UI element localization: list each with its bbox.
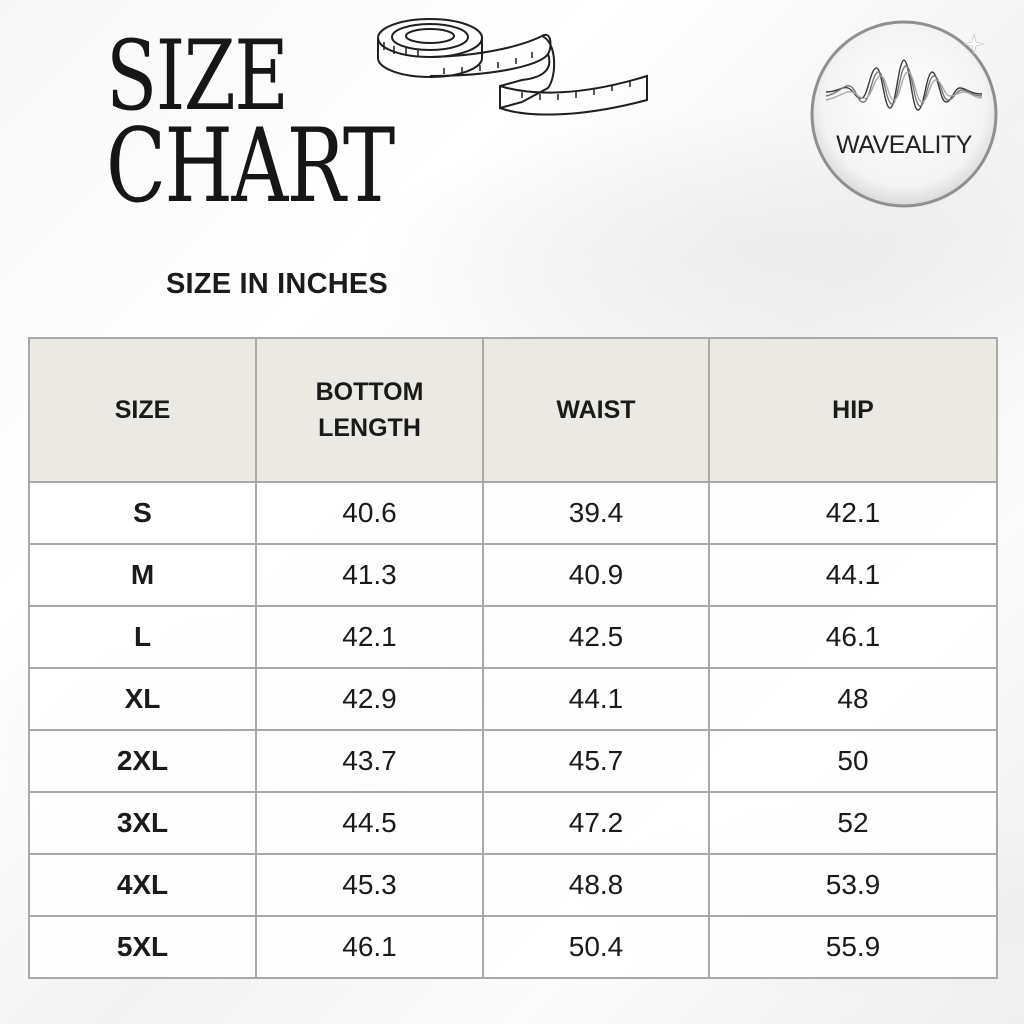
header-waist: WAIST	[482, 337, 710, 483]
page-title-line-1: SIZE	[106, 20, 289, 132]
table-row: 4XL 45.3 48.8 53.9	[28, 853, 998, 917]
page-title-line-2: CHART	[106, 107, 395, 226]
table-header-row: SIZE BOTTOM LENGTH WAIST HIP	[28, 337, 998, 483]
size-cell: 2XL	[28, 729, 257, 793]
table-row: 2XL 43.7 45.7 50	[28, 729, 998, 793]
table-row: L 42.1 42.5 46.1	[28, 605, 998, 669]
size-cell: L	[28, 605, 257, 669]
sound-wave-icon	[825, 59, 983, 111]
hip-cell: 44.1	[708, 543, 998, 607]
bottom-length-cell: 45.3	[255, 853, 484, 917]
measuring-tape-icon	[377, 18, 648, 116]
hip-cell: 42.1	[708, 481, 998, 545]
hip-cell: 53.9	[708, 853, 998, 917]
bottom-length-cell: 43.7	[255, 729, 484, 793]
size-cell: 5XL	[28, 915, 257, 979]
waist-cell: 40.9	[482, 543, 710, 607]
bottom-length-cell: 42.1	[255, 605, 484, 669]
table-row: M 41.3 40.9 44.1	[28, 543, 998, 607]
hip-cell: 55.9	[708, 915, 998, 979]
waist-cell: 48.8	[482, 853, 710, 917]
hip-cell: 50	[708, 729, 998, 793]
logo-ring	[810, 20, 998, 208]
size-cell: S	[28, 481, 257, 545]
hip-cell: 48	[708, 667, 998, 731]
hip-cell: 52	[708, 791, 998, 855]
table-row: 3XL 44.5 47.2 52	[28, 791, 998, 855]
brand-name: WAVEALITY	[836, 131, 972, 159]
waist-cell: 45.7	[482, 729, 710, 793]
hip-cell: 46.1	[708, 605, 998, 669]
bottom-length-cell: 40.6	[255, 481, 484, 545]
table-row: XL 42.9 44.1 48	[28, 667, 998, 731]
size-cell: XL	[28, 667, 257, 731]
table-row: S 40.6 39.4 42.1	[28, 481, 998, 545]
bottom-length-cell: 42.9	[255, 667, 484, 731]
waist-cell: 44.1	[482, 667, 710, 731]
waist-cell: 42.5	[482, 605, 710, 669]
header-hip: HIP	[708, 337, 998, 483]
waist-cell: 47.2	[482, 791, 710, 855]
waist-cell: 39.4	[482, 481, 710, 545]
waist-cell: 50.4	[482, 915, 710, 979]
size-cell: 4XL	[28, 853, 257, 917]
table-row: 5XL 46.1 50.4 55.9	[28, 915, 998, 979]
bottom-length-cell: 46.1	[255, 915, 484, 979]
bottom-length-cell: 44.5	[255, 791, 484, 855]
header-size: SIZE	[28, 337, 257, 483]
sparkle-icon	[963, 33, 985, 55]
size-chart-table: SIZE BOTTOM LENGTH WAIST HIP S 40.6 39.4…	[28, 337, 998, 979]
size-cell: 3XL	[28, 791, 257, 855]
header-bottom-length: BOTTOM LENGTH	[255, 337, 484, 483]
unit-subtitle: SIZE IN INCHES	[166, 268, 388, 300]
size-cell: M	[28, 543, 257, 607]
brand-logo: WAVEALITY	[804, 14, 1004, 214]
bottom-length-cell: 41.3	[255, 543, 484, 607]
